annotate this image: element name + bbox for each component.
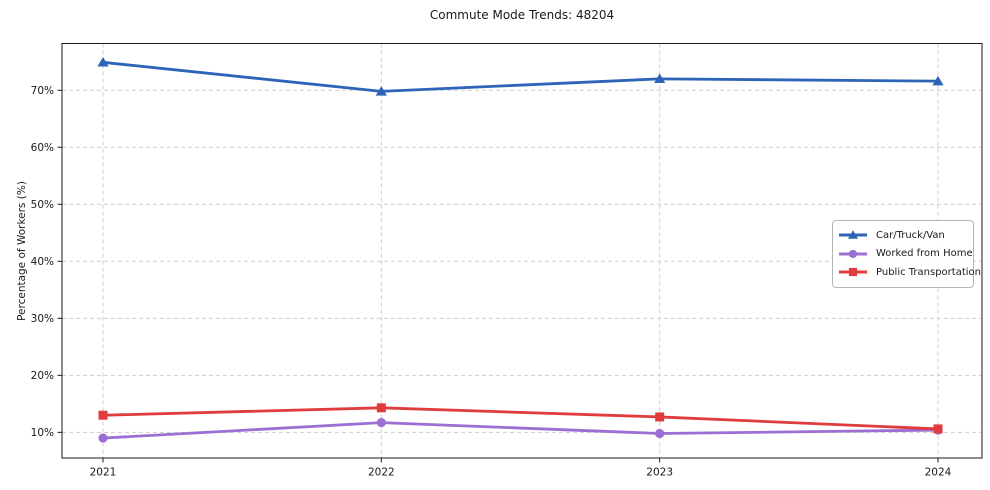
- legend-item-public-transportation[interactable]: Public Transportation: [838, 263, 981, 282]
- legend-item-worked-from-home[interactable]: Worked from Home: [838, 245, 973, 264]
- legend: Car/Truck/Van Worked from Home Public Tr…: [832, 220, 981, 288]
- legend-label-worked-from-home: Worked from Home: [876, 248, 973, 260]
- triangle-marker: [932, 75, 944, 86]
- square-marker: [376, 403, 386, 413]
- series-line-worked-from-home: [101, 421, 940, 440]
- series-line-public-transportation: [101, 406, 940, 431]
- circle-marker: [848, 249, 858, 258]
- y-tick-label: 40%: [31, 256, 54, 268]
- x-tick-label: 2023: [646, 467, 673, 479]
- square-marker: [933, 424, 943, 434]
- triangle-marker: [375, 86, 387, 96]
- x-tick-label: 2021: [90, 467, 117, 479]
- y-tick-label: 50%: [31, 199, 54, 211]
- y-tick-label: 10%: [31, 427, 54, 439]
- legend-label-car-truck-van: Car/Truck/Van: [876, 229, 945, 241]
- x-tick-label: 2024: [925, 467, 952, 479]
- triangle-marker: [847, 230, 859, 240]
- car-truck-van-line-icon: [839, 230, 867, 240]
- worked-from-home-line-icon: [839, 249, 867, 258]
- triangle-marker: [654, 73, 666, 84]
- square-marker: [848, 268, 858, 277]
- plot-border: [61, 43, 983, 459]
- series-line-car-truck-van: [101, 60, 940, 93]
- y-tick-label: 20%: [31, 370, 54, 382]
- y-tick-label: 60%: [31, 142, 54, 154]
- circle-marker: [655, 428, 665, 439]
- chart-title: Commute Mode Trends: 48204: [429, 8, 615, 22]
- legend-label-public-transportation: Public Transportation: [876, 266, 981, 278]
- x-tick-label: 2022: [368, 467, 395, 479]
- square-marker: [655, 412, 665, 422]
- circle-marker: [98, 433, 108, 443]
- y-tick-label: 70%: [31, 85, 54, 97]
- triangle-marker: [97, 57, 109, 67]
- circle-marker: [376, 418, 386, 428]
- y-tick-label: 30%: [31, 313, 54, 325]
- square-marker: [98, 410, 108, 420]
- legend-item-car-truck-van[interactable]: Car/Truck/Van: [838, 226, 967, 245]
- public-transportation-line-icon: [839, 268, 867, 277]
